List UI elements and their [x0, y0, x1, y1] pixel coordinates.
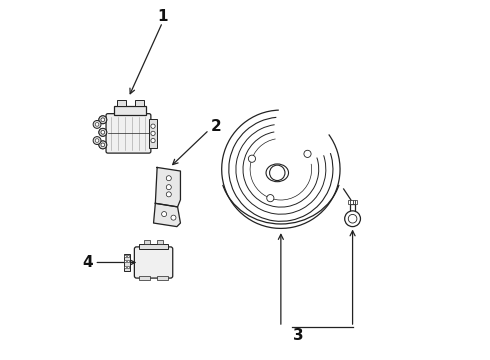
Bar — [157, 240, 163, 244]
Circle shape — [267, 194, 274, 202]
Bar — [149, 119, 157, 148]
Bar — [135, 100, 144, 107]
Bar — [139, 276, 150, 280]
Circle shape — [93, 136, 101, 144]
Circle shape — [166, 192, 172, 197]
FancyBboxPatch shape — [106, 114, 151, 153]
Bar — [127, 266, 129, 268]
Text: 3: 3 — [294, 328, 304, 343]
Circle shape — [101, 143, 104, 147]
Circle shape — [101, 118, 104, 122]
Circle shape — [99, 129, 107, 136]
Circle shape — [99, 116, 107, 124]
Bar — [127, 255, 129, 257]
Circle shape — [99, 141, 107, 149]
Polygon shape — [155, 167, 180, 207]
Bar — [127, 260, 129, 262]
Circle shape — [166, 185, 172, 190]
Bar — [117, 100, 126, 107]
Text: 2: 2 — [211, 119, 221, 134]
Circle shape — [95, 123, 99, 126]
Bar — [353, 200, 355, 204]
Bar — [123, 253, 130, 271]
Circle shape — [101, 131, 104, 134]
Ellipse shape — [266, 164, 289, 182]
Circle shape — [166, 176, 172, 181]
Bar — [348, 200, 350, 204]
Circle shape — [221, 110, 340, 228]
Circle shape — [304, 150, 311, 157]
Bar — [139, 244, 168, 249]
Circle shape — [99, 141, 107, 149]
Circle shape — [151, 138, 155, 143]
Bar — [355, 200, 357, 204]
Circle shape — [99, 116, 107, 124]
Bar — [124, 266, 126, 268]
Circle shape — [151, 124, 155, 129]
Circle shape — [348, 215, 357, 223]
Bar — [157, 276, 168, 280]
Circle shape — [93, 121, 101, 129]
Bar — [124, 260, 126, 262]
Circle shape — [101, 118, 104, 122]
Text: 4: 4 — [82, 255, 93, 270]
Bar — [350, 200, 353, 204]
Text: 1: 1 — [157, 9, 168, 24]
Circle shape — [99, 129, 107, 136]
Polygon shape — [153, 203, 180, 226]
Circle shape — [162, 212, 167, 217]
Circle shape — [171, 215, 176, 220]
Circle shape — [248, 155, 255, 162]
Bar — [114, 107, 147, 116]
Bar — [124, 255, 126, 257]
FancyBboxPatch shape — [134, 247, 173, 278]
Circle shape — [270, 165, 285, 180]
Wedge shape — [279, 107, 340, 169]
Circle shape — [344, 211, 361, 226]
Circle shape — [95, 139, 99, 142]
Circle shape — [151, 131, 155, 135]
Circle shape — [101, 143, 104, 147]
Circle shape — [101, 131, 104, 134]
Bar — [350, 204, 355, 219]
Bar — [144, 240, 150, 244]
